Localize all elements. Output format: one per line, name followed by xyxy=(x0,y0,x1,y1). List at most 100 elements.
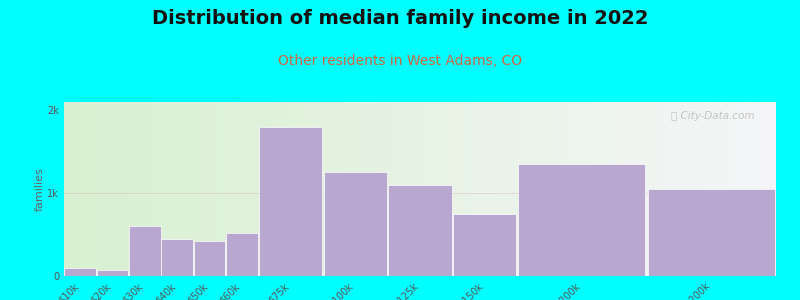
Bar xyxy=(717,102,719,276)
Bar xyxy=(548,102,550,276)
Bar xyxy=(771,102,774,276)
Bar xyxy=(722,102,724,276)
Bar xyxy=(738,102,741,276)
Bar xyxy=(389,102,391,276)
Bar xyxy=(380,102,382,276)
Bar xyxy=(90,102,93,276)
Bar xyxy=(206,102,209,276)
Bar xyxy=(745,102,747,276)
Bar xyxy=(346,102,349,276)
Bar xyxy=(150,102,152,276)
Bar xyxy=(273,102,275,276)
Bar xyxy=(246,102,249,276)
Bar xyxy=(536,102,538,276)
Bar xyxy=(292,102,294,276)
Bar xyxy=(294,102,297,276)
Bar xyxy=(297,102,299,276)
Bar xyxy=(386,102,389,276)
Bar xyxy=(238,102,240,276)
Bar xyxy=(251,102,254,276)
Bar xyxy=(197,102,199,276)
Bar xyxy=(726,102,729,276)
Bar xyxy=(602,102,605,276)
Bar xyxy=(754,102,757,276)
Bar xyxy=(444,102,446,276)
Bar xyxy=(145,102,147,276)
Bar xyxy=(577,102,579,276)
Bar xyxy=(129,226,161,276)
Bar xyxy=(705,102,707,276)
Bar xyxy=(368,102,370,276)
Bar xyxy=(415,102,418,276)
Bar xyxy=(565,102,567,276)
Bar xyxy=(214,102,216,276)
Bar xyxy=(653,102,655,276)
Bar xyxy=(456,102,458,276)
Bar xyxy=(494,102,496,276)
Bar xyxy=(614,102,617,276)
Bar xyxy=(454,102,456,276)
Bar xyxy=(707,102,710,276)
Bar xyxy=(99,102,102,276)
Bar xyxy=(130,102,133,276)
Bar xyxy=(769,102,771,276)
Bar xyxy=(671,102,674,276)
Bar xyxy=(660,102,662,276)
Bar xyxy=(194,241,226,276)
Bar xyxy=(285,102,287,276)
Bar xyxy=(774,102,776,276)
Bar xyxy=(688,102,690,276)
Bar xyxy=(190,102,192,276)
Bar xyxy=(700,102,702,276)
Bar xyxy=(162,239,193,276)
Bar xyxy=(373,102,375,276)
Bar xyxy=(515,102,518,276)
Bar xyxy=(202,102,204,276)
Bar xyxy=(194,102,197,276)
Bar xyxy=(306,102,309,276)
Bar xyxy=(180,102,182,276)
Bar xyxy=(553,102,555,276)
Bar xyxy=(223,102,226,276)
Bar xyxy=(71,102,74,276)
Bar xyxy=(78,102,81,276)
Bar xyxy=(378,102,380,276)
Bar xyxy=(111,102,114,276)
Bar xyxy=(555,102,558,276)
Bar xyxy=(318,102,320,276)
Bar xyxy=(541,102,543,276)
Bar xyxy=(128,102,130,276)
Bar xyxy=(106,102,109,276)
Bar xyxy=(240,102,242,276)
Bar xyxy=(420,102,422,276)
Bar xyxy=(427,102,430,276)
Bar xyxy=(582,102,584,276)
Bar xyxy=(641,102,643,276)
Bar xyxy=(636,102,638,276)
Bar xyxy=(302,102,304,276)
Bar xyxy=(258,102,261,276)
Bar xyxy=(570,102,572,276)
Bar xyxy=(330,102,332,276)
Bar xyxy=(375,102,378,276)
Bar xyxy=(752,102,754,276)
Bar xyxy=(506,102,508,276)
Bar xyxy=(325,102,327,276)
Bar xyxy=(714,102,717,276)
Bar xyxy=(138,102,140,276)
Bar xyxy=(385,102,386,276)
Bar xyxy=(674,102,676,276)
Bar xyxy=(762,102,764,276)
Bar xyxy=(681,102,683,276)
Bar xyxy=(591,102,594,276)
Bar xyxy=(560,102,562,276)
Bar xyxy=(678,102,681,276)
Bar xyxy=(626,102,629,276)
Bar xyxy=(449,102,451,276)
Bar xyxy=(766,102,769,276)
Bar xyxy=(526,102,529,276)
Bar xyxy=(81,102,83,276)
Bar xyxy=(142,102,145,276)
Bar xyxy=(719,102,722,276)
Bar xyxy=(658,102,660,276)
